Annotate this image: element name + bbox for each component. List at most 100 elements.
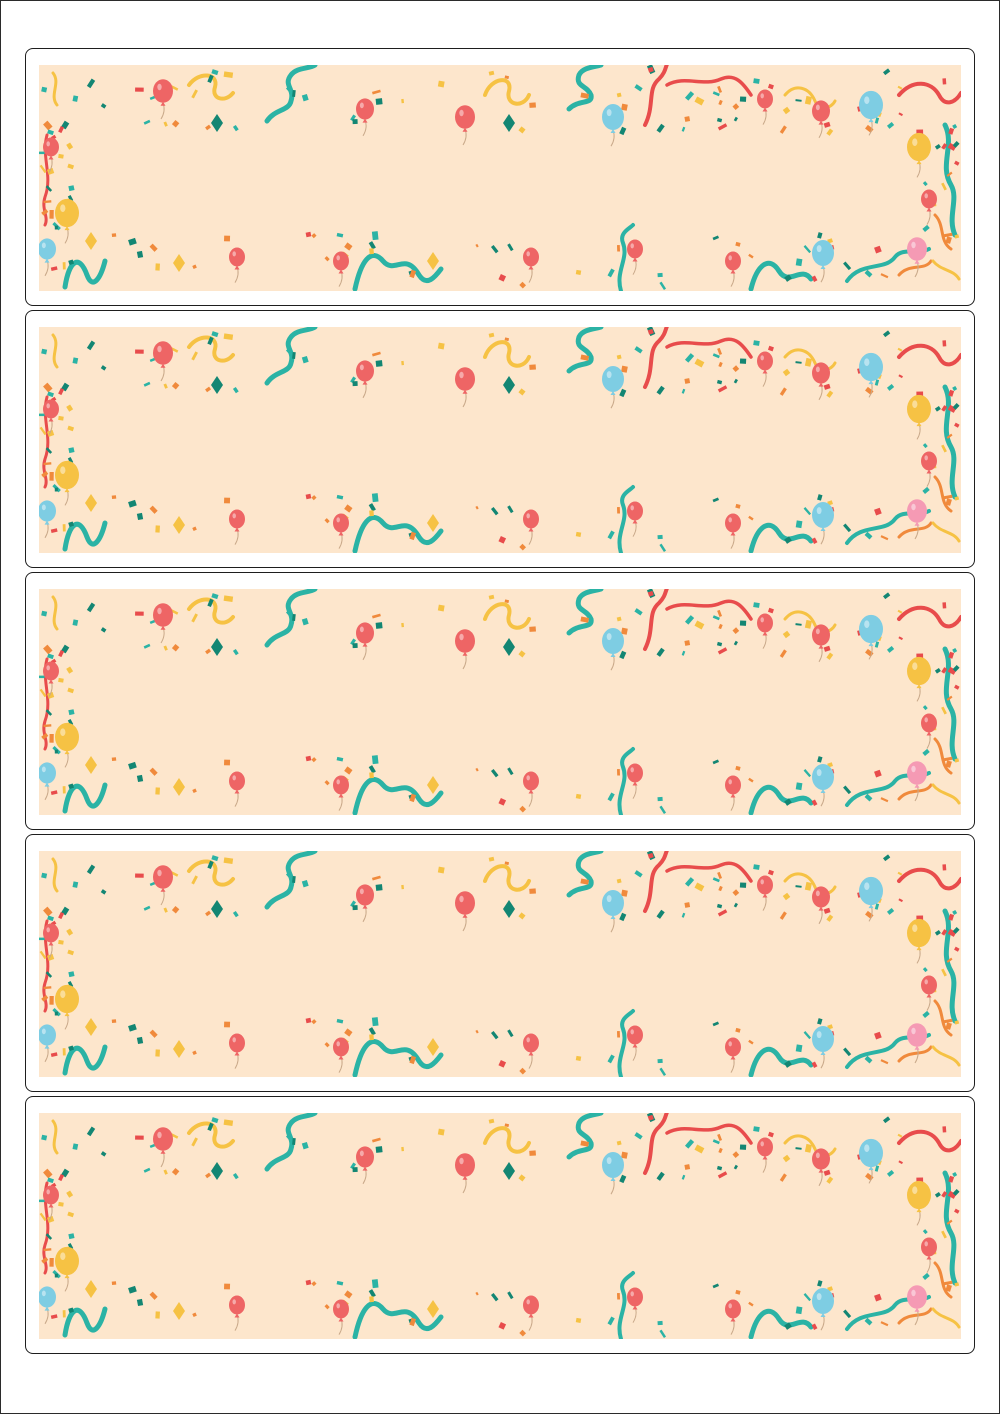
ribbon-icon [617,485,635,553]
confetti-icon [66,404,74,412]
confetti-icon [712,615,720,621]
confetti-icon [657,1058,663,1064]
balloon-icon [812,1288,834,1331]
confetti-icon [880,797,889,803]
balloon-icon [921,713,937,749]
ribbon-icon [933,1261,953,1299]
ribbon-icon [942,122,958,238]
confetti-icon [170,1133,179,1139]
confetti-icon [952,123,958,129]
confetti-icon [68,1045,75,1052]
confetti-icon [880,1059,889,1065]
balloon-icon [455,891,475,932]
confetti-icon [41,995,49,1002]
confetti-icon [67,718,74,726]
confetti-icon [634,346,643,354]
confetti-icon [681,912,686,918]
balloon-icon [39,238,56,277]
confetti-icon [171,1167,180,1176]
confetti-icon [155,525,160,533]
confetti-icon [301,879,309,888]
confetti-icon [616,1031,621,1038]
confetti-icon [619,912,627,922]
confetti-icon [401,622,405,628]
ribbon-icon [748,260,814,291]
confetti-icon [943,494,953,500]
confetti-label-1[interactable] [25,48,975,306]
confetti-icon [874,1031,882,1040]
balloon-icon [602,104,624,147]
balloon-icon [907,499,927,540]
confetti-icon [718,623,723,630]
confetti-icon [942,602,947,609]
ribbon-group [42,1113,961,1339]
confetti-icon [616,1140,622,1146]
confetti-icon [874,769,882,778]
balloon-icon [455,105,475,146]
confetti-icon [207,598,214,608]
confetti-icon [47,915,54,922]
confetti-label-5[interactable] [25,1096,975,1354]
confetti-icon [437,80,445,88]
confetti-icon [136,1036,144,1045]
confetti-icon [717,1171,728,1179]
confetti-icon [718,361,723,368]
confetti-icon [369,1296,374,1303]
ribbon-icon [783,610,837,634]
confetti-icon [748,515,754,521]
confetti-icon [50,790,58,796]
ribbon-icon [643,1113,669,1175]
confetti-icon [43,986,52,990]
confetti-icon [843,1047,852,1057]
ribbon-icon [748,522,814,553]
confetti-icon [503,1162,515,1180]
confetti-icon [135,873,144,878]
confetti-icon [292,351,296,359]
confetti-icon [39,1199,45,1203]
confetti-icon [880,1321,889,1327]
confetti-label-2[interactable] [25,310,975,568]
confetti-icon [767,1131,774,1138]
confetti-icon [795,258,803,267]
balloon-icon [859,352,883,398]
confetti-icon [192,788,197,794]
confetti-icon [401,360,405,366]
confetti-icon [883,330,891,338]
confetti-icon [784,1060,792,1068]
confetti-icon [795,782,803,791]
balloon-icon [43,1185,59,1221]
balloon-icon [921,451,937,487]
confetti-icon [371,351,381,357]
confetti-icon [205,910,212,917]
confetti-label-3[interactable] [25,572,975,830]
balloon-icon [43,137,59,173]
confetti-icon [58,387,65,396]
confetti-icon [739,620,747,626]
ribbon-icon [352,253,444,291]
balloon-icon [356,622,374,661]
ribbon-icon [897,259,933,277]
confetti-icon [211,855,219,862]
confetti-icon [170,347,179,353]
confetti-icon [128,1285,137,1294]
confetti-icon [371,755,379,765]
confetti-icon [375,360,383,367]
ribbon-icon [566,327,604,374]
confetti-icon [371,1017,379,1027]
ribbon-icon [264,327,318,386]
confetti-icon [779,649,787,658]
confetti-icon [171,119,180,128]
confetti-icon [211,593,219,600]
ribbon-icon [62,258,108,290]
ribbon-icon [783,348,837,372]
confetti-icon [942,78,947,85]
balloon-group [39,79,937,287]
confetti-label-4[interactable] [25,834,975,1092]
confetti-icon [41,1134,48,1141]
confetti-icon [817,494,823,501]
confetti-icon [336,1280,344,1286]
confetti-icon [350,900,357,908]
confetti-icon [301,355,309,364]
balloon-icon [627,239,643,275]
confetti-icon [170,609,179,615]
